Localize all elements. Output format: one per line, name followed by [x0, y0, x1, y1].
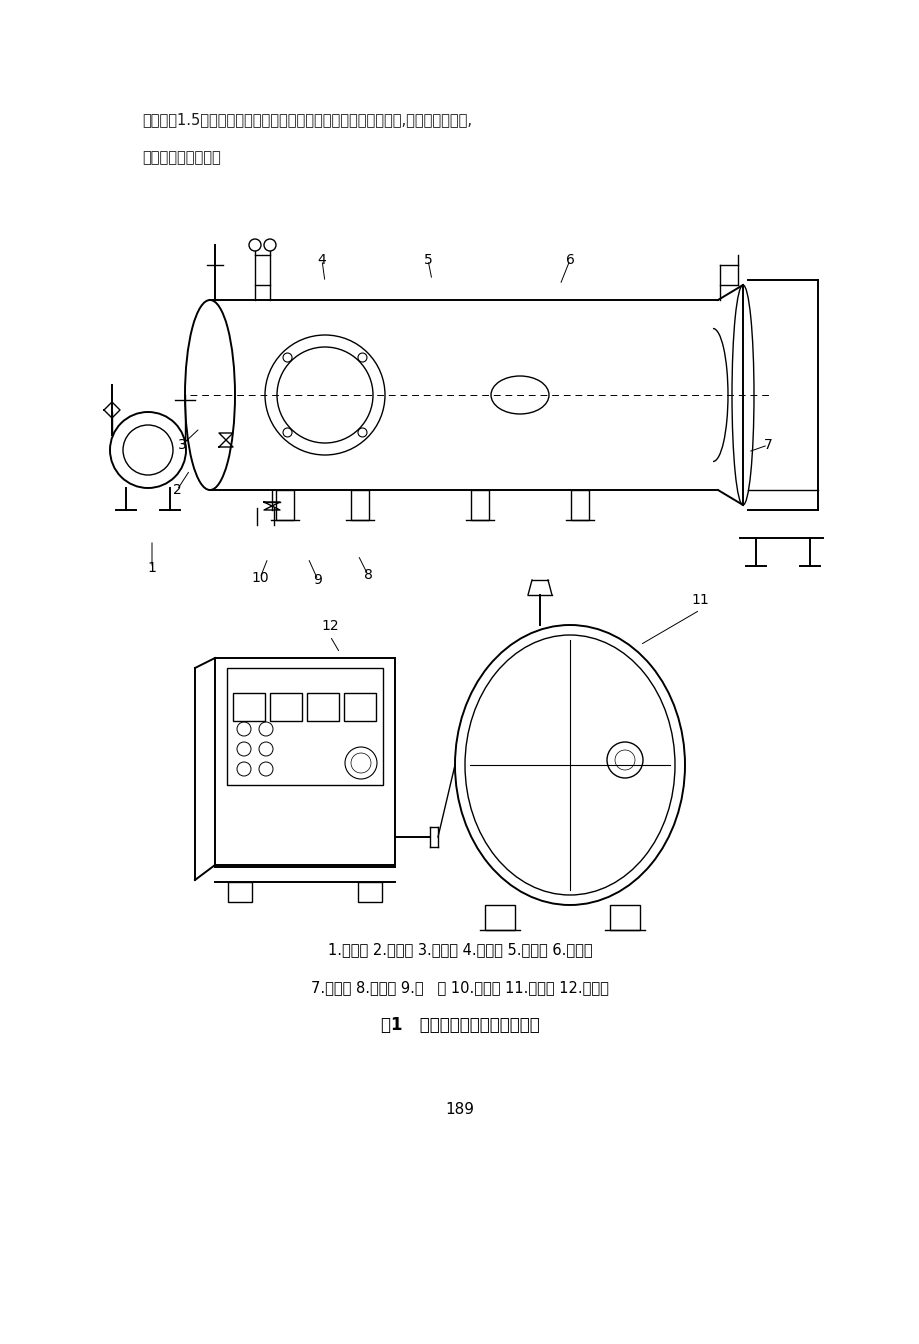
Text: 9: 9 [313, 573, 322, 587]
Text: 11: 11 [690, 593, 709, 607]
Text: 10: 10 [251, 571, 268, 585]
Bar [351, 491, 369, 520]
Bar [276, 491, 294, 520]
Text: 3: 3 [177, 438, 187, 452]
Bar [571, 491, 588, 520]
Text: 1.真空泵 2.抽气阀 3.进气阀 4.温度表 5.真空表 6.真空罐: 1.真空泵 2.抽气阀 3.进气阀 4.温度表 5.真空表 6.真空罐 [327, 942, 592, 957]
Text: 7.外轨道 8.颌线稢 9.手   嬐 10.排水阀 11.观察稢 12.高频机: 7.外轨道 8.颌线稢 9.手 嬐 10.排水阀 11.观察稢 12.高频机 [311, 981, 608, 996]
Text: 图1   高频真空干燥机结构示意图: 图1 高频真空干燥机结构示意图 [380, 1016, 539, 1034]
Bar [269, 692, 301, 720]
Text: 7: 7 [763, 438, 772, 452]
Text: 12: 12 [321, 620, 338, 633]
Text: 189: 189 [445, 1102, 474, 1117]
Text: 4: 4 [317, 253, 326, 267]
Bar [484, 905, 515, 930]
Text: 6: 6 [565, 253, 573, 267]
Text: 量扩大了1.5倍。高频发生器经改进后内部电子元件的工作可靠性,稳定性得到加强,: 量扩大了1.5倍。高频发生器经改进后内部电子元件的工作可靠性,稳定性得到加强, [142, 112, 471, 126]
Text: 使用寿命明显提高。: 使用寿命明显提高。 [142, 151, 221, 165]
Text: 2: 2 [173, 482, 181, 497]
Bar [228, 882, 252, 902]
Bar [471, 491, 489, 520]
Text: 1: 1 [147, 560, 156, 575]
Bar [307, 692, 338, 720]
Bar [344, 692, 376, 720]
Bar [233, 692, 265, 720]
Text: 8: 8 [363, 569, 372, 582]
Bar [609, 905, 640, 930]
Bar [215, 659, 394, 866]
Text: 5: 5 [423, 253, 432, 267]
Bar [357, 882, 381, 902]
Bar [227, 668, 382, 785]
